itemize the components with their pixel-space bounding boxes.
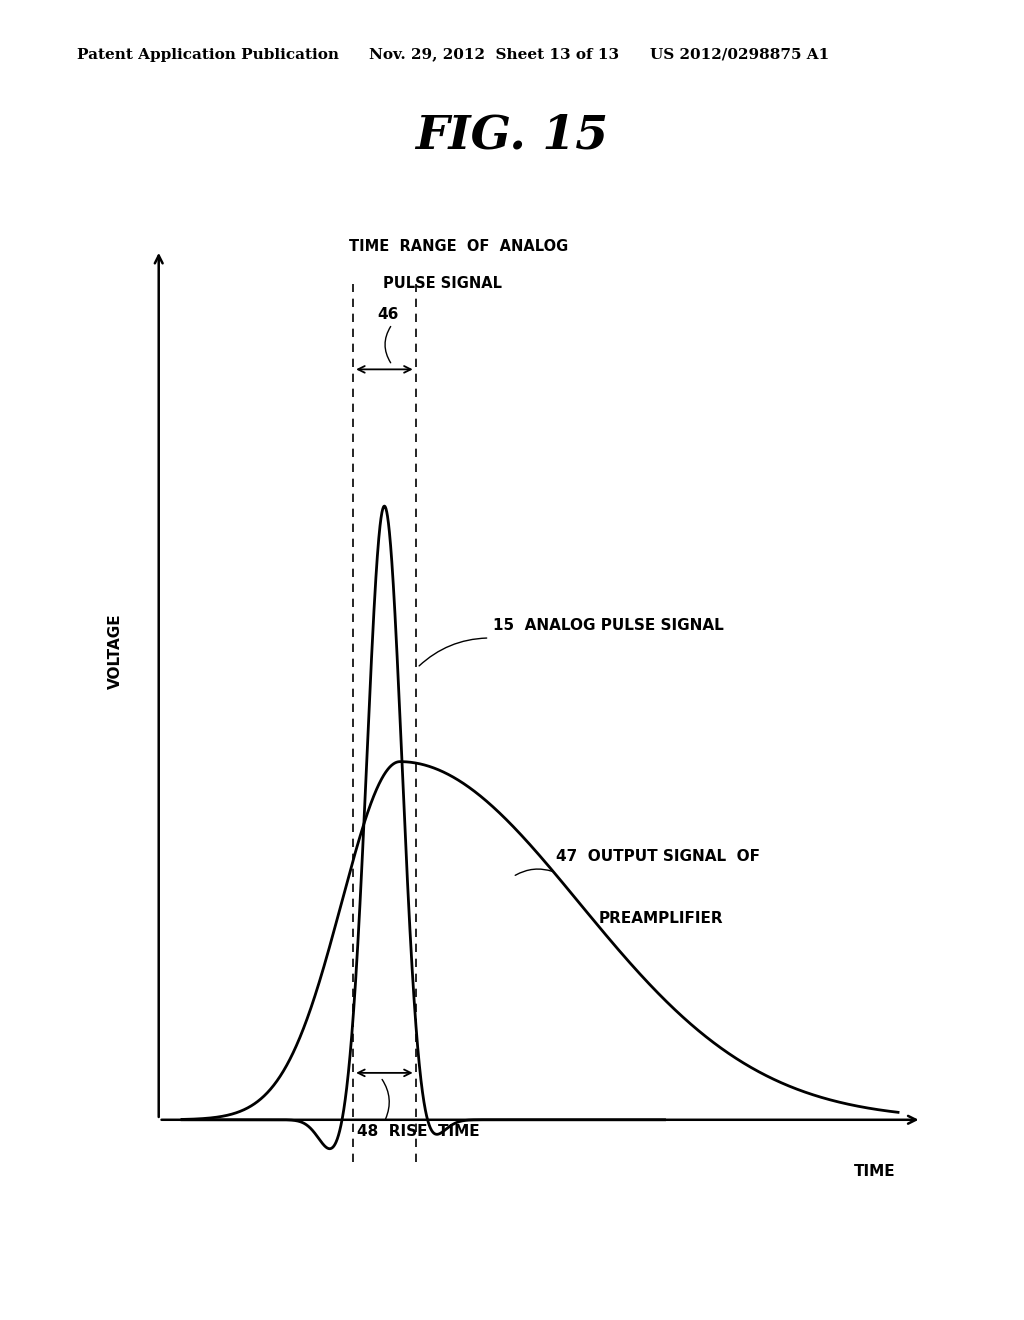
Text: VOLTAGE: VOLTAGE bbox=[109, 612, 124, 689]
Text: 15  ANALOG PULSE SIGNAL: 15 ANALOG PULSE SIGNAL bbox=[494, 618, 724, 632]
Text: 46: 46 bbox=[378, 308, 399, 322]
Text: Nov. 29, 2012  Sheet 13 of 13: Nov. 29, 2012 Sheet 13 of 13 bbox=[369, 48, 618, 62]
Text: Patent Application Publication: Patent Application Publication bbox=[77, 48, 339, 62]
Text: 48  RISE  TIME: 48 RISE TIME bbox=[357, 1125, 480, 1139]
Text: 47  OUTPUT SIGNAL  OF: 47 OUTPUT SIGNAL OF bbox=[556, 849, 760, 865]
Text: PREAMPLIFIER: PREAMPLIFIER bbox=[598, 911, 723, 925]
Text: TIME: TIME bbox=[854, 1164, 896, 1179]
Text: PULSE SIGNAL: PULSE SIGNAL bbox=[383, 276, 502, 290]
Text: TIME  RANGE  OF  ANALOG: TIME RANGE OF ANALOG bbox=[349, 239, 568, 255]
Text: FIG. 15: FIG. 15 bbox=[416, 112, 608, 158]
Text: US 2012/0298875 A1: US 2012/0298875 A1 bbox=[650, 48, 829, 62]
